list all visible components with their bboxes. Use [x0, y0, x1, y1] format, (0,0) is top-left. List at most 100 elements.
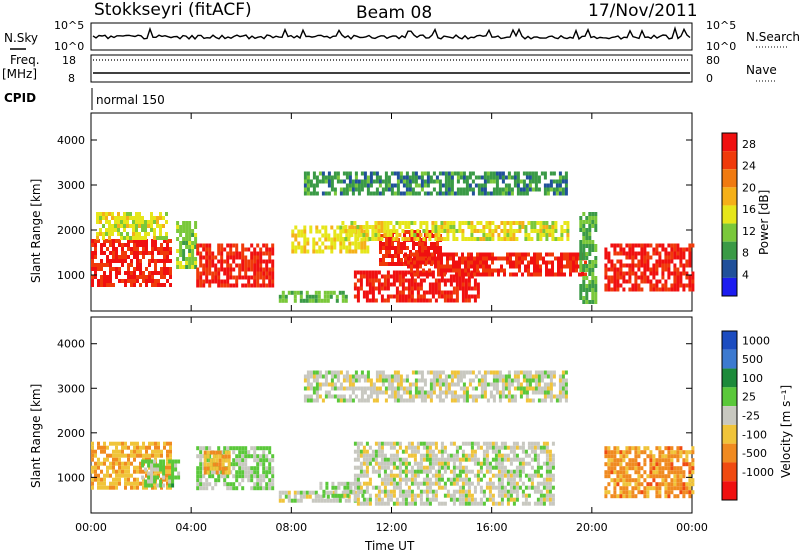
scatter-region: [303, 370, 568, 403]
colorbar-tick-label: 100: [742, 372, 763, 385]
date-title: 17/Nov/2011: [588, 1, 698, 21]
x-tick-label: 00:00: [75, 521, 107, 534]
colorbar-frame: [721, 132, 738, 297]
colorbar-frame: [721, 330, 738, 501]
colorbar-segment: [722, 424, 737, 444]
colorbar-segment: [722, 331, 737, 350]
freq-left-label-2: [MHz]: [2, 67, 37, 81]
colorbar-segment: [722, 277, 737, 296]
scatter-region: [604, 243, 695, 292]
scatter-region: [341, 221, 570, 241]
colorbar-segment: [722, 205, 737, 224]
power-y-label: Slant Range [km]: [29, 179, 43, 283]
colorbar-tick-label: -500: [742, 447, 767, 460]
colorbar-segment: [722, 387, 737, 407]
colorbar-segment: [722, 406, 737, 425]
colorbar-tick-label: -25: [742, 410, 760, 423]
scatter-region: [404, 252, 587, 277]
cpid-label: CPID: [4, 91, 36, 105]
colorbar-segment: [722, 133, 737, 152]
x-tick-label: 04:00: [175, 521, 207, 534]
scatter-region: [196, 446, 275, 491]
noise-left-tick-bottom: 10^0: [54, 40, 84, 53]
scatter-region: [203, 450, 231, 475]
velocity-colorbar-label: Velocity [m s⁻¹]: [779, 385, 793, 478]
x-tick-label: 12:00: [376, 521, 408, 534]
beam-title: Beam 08: [356, 3, 432, 23]
y-tick-label: 4000: [57, 134, 85, 147]
colorbar-segment: [722, 443, 737, 463]
colorbar-segment: [722, 481, 737, 500]
colorbar-tick-label: 12: [742, 225, 756, 238]
x-tick-label: 16:00: [476, 521, 508, 534]
scatter-region: [176, 221, 198, 269]
scatter-region: [91, 441, 172, 490]
noise-trace: [92, 25, 691, 41]
velocity-y-label: Slant Range [km]: [29, 384, 43, 488]
scatter-region: [303, 171, 568, 196]
y-tick-label: 3000: [57, 179, 85, 192]
colorbar-segment: [722, 187, 737, 206]
noise-left-label: N.Sky: [4, 31, 38, 45]
power-colorbar: 4 8 12 16 20 24 28: [721, 132, 756, 297]
colorbar-segment: [722, 462, 737, 482]
panel-frame: [90, 112, 693, 312]
y-tick-label: 2000: [57, 427, 85, 440]
y-tick-label: 3000: [57, 382, 85, 395]
colorbar-segment: [722, 169, 737, 188]
nave-tick-bottom: 0: [706, 72, 713, 85]
cpid-value: normal 150: [96, 93, 165, 107]
colorbar-segment: [722, 368, 737, 388]
velocity-colorbar: 1000 500 100 25 -25 -100 -500 -1000: [721, 330, 774, 501]
nave-tick-top: 80: [706, 54, 720, 67]
y-tick-label: 2000: [57, 224, 85, 237]
freq-tick-top: 18: [62, 54, 76, 67]
noise-right-tick-top: 10^5: [706, 19, 736, 32]
y-tick-label: 4000: [57, 338, 85, 351]
colorbar-tick-label: 24: [742, 160, 756, 173]
noise-left-tick-top: 10^5: [54, 19, 84, 32]
x-axis-label: Time UT: [364, 539, 415, 553]
scatter-region: [278, 290, 348, 303]
colorbar-segment: [722, 223, 737, 242]
colorbar-tick-label: 500: [742, 353, 763, 366]
colorbar-tick-label: -100: [742, 428, 767, 441]
freq-left-label-1: Freq.: [10, 53, 40, 67]
x-tick-label: 00:00: [676, 521, 708, 534]
power-panel: 1000 2000 3000 4000: [57, 112, 695, 312]
scatter-region: [604, 446, 695, 499]
station-title: Stokkseyri (fitACF): [94, 0, 252, 20]
scatter-region: [141, 459, 181, 488]
colorbar-tick-label: 4: [742, 268, 749, 281]
colorbar-tick-label: 16: [742, 203, 756, 216]
power-colorbar-label: Power [dB]: [757, 190, 771, 255]
freq-tick-bottom: 8: [68, 72, 75, 85]
colorbar-segment: [722, 241, 737, 260]
colorbar-tick-label: 8: [742, 247, 749, 260]
scatter-region: [579, 212, 598, 304]
y-tick-label: 1000: [57, 269, 85, 282]
scatter-region: [91, 239, 172, 287]
colorbar-segment: [722, 151, 737, 170]
velocity-panel: 1000 2000 3000 4000: [57, 316, 695, 514]
colorbar-segment: [722, 349, 737, 369]
colorbar-tick-label: 25: [742, 391, 756, 404]
x-tick-label: 08:00: [275, 521, 307, 534]
colorbar-tick-label: 20: [742, 181, 756, 194]
colorbar-tick-label: -1000: [742, 466, 774, 479]
x-axis: 00:00 04:00 08:00 12:00 16:00 20:00 00:00: [75, 521, 708, 534]
colorbar-segment: [722, 259, 737, 278]
nave-label: Nave: [746, 63, 777, 77]
y-tick-label: 1000: [57, 471, 85, 484]
noise-right-tick-bottom: 10^0: [706, 40, 736, 53]
freq-panel-frame: [90, 54, 693, 83]
noise-panel-frame: [90, 22, 693, 51]
scatter-region: [196, 243, 275, 288]
noise-right-label: N.Search: [746, 30, 800, 44]
colorbar-tick-label: 28: [742, 138, 756, 151]
x-tick-label: 20:00: [576, 521, 608, 534]
scatter-region: [353, 441, 555, 506]
colorbar-tick-label: 1000: [742, 334, 770, 347]
scatter-region: [96, 212, 168, 240]
